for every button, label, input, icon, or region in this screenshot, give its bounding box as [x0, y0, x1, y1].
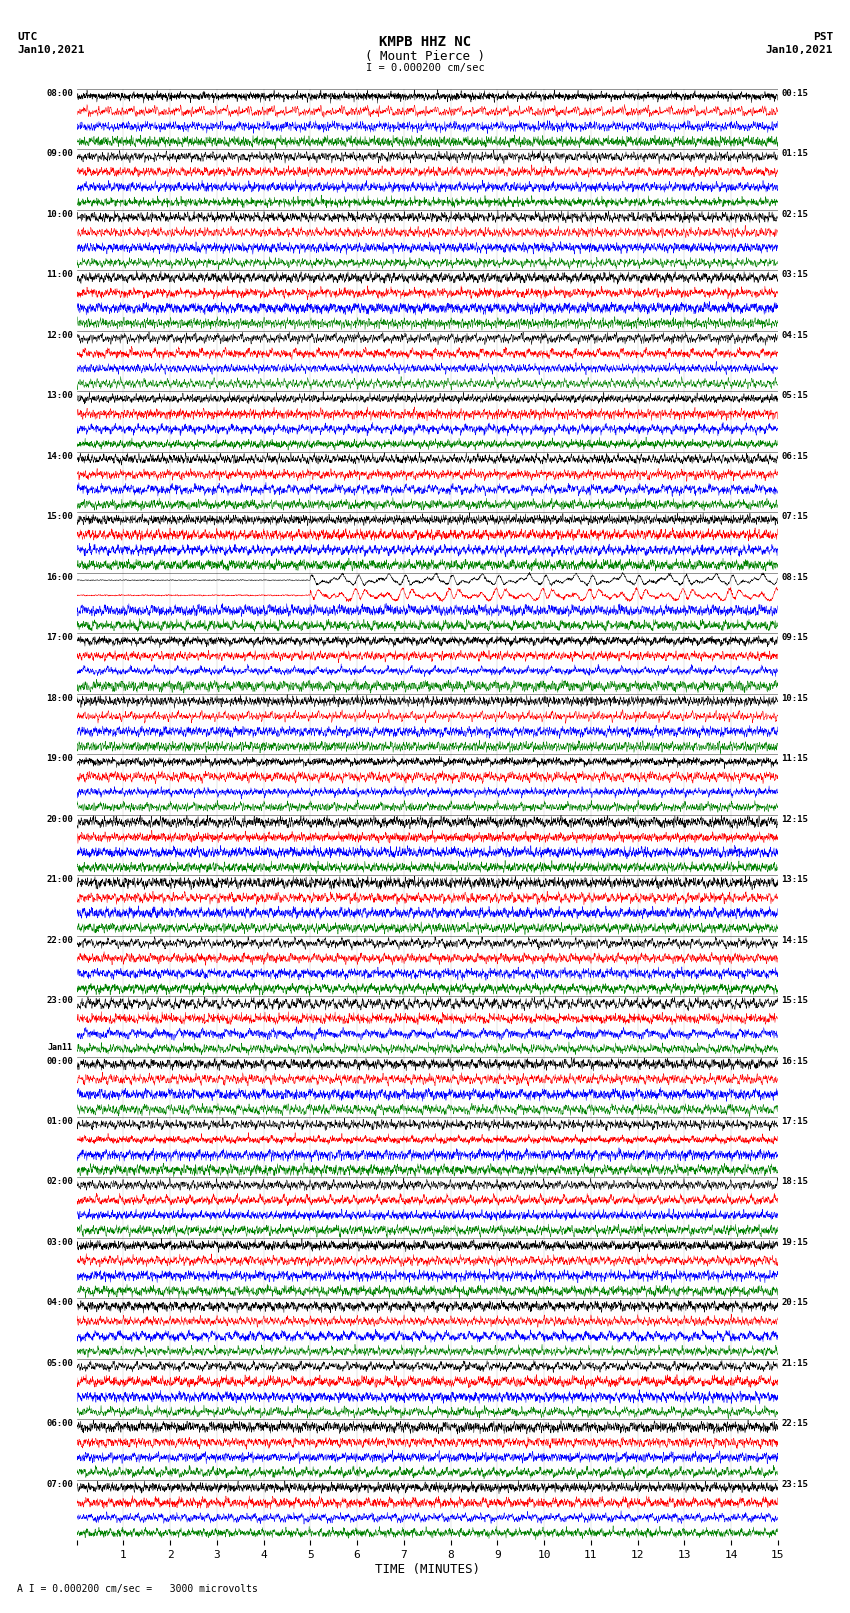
Text: ( Mount Pierce ): ( Mount Pierce ): [365, 50, 485, 63]
Text: 01:00: 01:00: [46, 1116, 73, 1126]
Text: 19:15: 19:15: [781, 1239, 808, 1247]
Text: 15:15: 15:15: [781, 997, 808, 1005]
Text: 22:15: 22:15: [781, 1419, 808, 1429]
Text: 07:00: 07:00: [46, 1481, 73, 1489]
Text: 12:00: 12:00: [46, 331, 73, 340]
X-axis label: TIME (MINUTES): TIME (MINUTES): [375, 1563, 479, 1576]
Text: 21:00: 21:00: [46, 874, 73, 884]
Text: 05:00: 05:00: [46, 1358, 73, 1368]
Text: 06:15: 06:15: [781, 452, 808, 461]
Text: Jan11: Jan11: [48, 1044, 73, 1052]
Text: 14:00: 14:00: [46, 452, 73, 461]
Text: 22:00: 22:00: [46, 936, 73, 945]
Text: PST: PST: [813, 32, 833, 42]
Text: 09:00: 09:00: [46, 150, 73, 158]
Text: 13:15: 13:15: [781, 874, 808, 884]
Text: 23:15: 23:15: [781, 1481, 808, 1489]
Text: 04:15: 04:15: [781, 331, 808, 340]
Text: Jan10,2021: Jan10,2021: [766, 45, 833, 55]
Text: 03:00: 03:00: [46, 1239, 73, 1247]
Text: 14:15: 14:15: [781, 936, 808, 945]
Text: 07:15: 07:15: [781, 513, 808, 521]
Text: KMPB HHZ NC: KMPB HHZ NC: [379, 35, 471, 50]
Text: 11:15: 11:15: [781, 755, 808, 763]
Text: 02:00: 02:00: [46, 1177, 73, 1187]
Text: 20:00: 20:00: [46, 815, 73, 824]
Text: 02:15: 02:15: [781, 210, 808, 219]
Text: 09:15: 09:15: [781, 634, 808, 642]
Text: 16:00: 16:00: [46, 573, 73, 582]
Text: 17:15: 17:15: [781, 1116, 808, 1126]
Text: 01:15: 01:15: [781, 150, 808, 158]
Text: A I = 0.000200 cm/sec =   3000 microvolts: A I = 0.000200 cm/sec = 3000 microvolts: [17, 1584, 258, 1594]
Text: 18:00: 18:00: [46, 694, 73, 703]
Text: 16:15: 16:15: [781, 1057, 808, 1066]
Text: 23:00: 23:00: [46, 997, 73, 1005]
Text: 04:00: 04:00: [46, 1298, 73, 1308]
Text: 08:15: 08:15: [781, 573, 808, 582]
Text: 05:15: 05:15: [781, 390, 808, 400]
Text: 00:15: 00:15: [781, 89, 808, 98]
Text: 10:15: 10:15: [781, 694, 808, 703]
Text: I = 0.000200 cm/sec: I = 0.000200 cm/sec: [366, 63, 484, 73]
Text: 13:00: 13:00: [46, 390, 73, 400]
Text: UTC: UTC: [17, 32, 37, 42]
Text: 12:15: 12:15: [781, 815, 808, 824]
Text: 19:00: 19:00: [46, 755, 73, 763]
Text: 00:00: 00:00: [46, 1057, 73, 1066]
Text: 08:00: 08:00: [46, 89, 73, 98]
Text: 17:00: 17:00: [46, 634, 73, 642]
Text: 15:00: 15:00: [46, 513, 73, 521]
Text: 10:00: 10:00: [46, 210, 73, 219]
Text: Jan10,2021: Jan10,2021: [17, 45, 84, 55]
Text: 03:15: 03:15: [781, 271, 808, 279]
Text: 18:15: 18:15: [781, 1177, 808, 1187]
Text: 20:15: 20:15: [781, 1298, 808, 1308]
Text: 06:00: 06:00: [46, 1419, 73, 1429]
Text: 11:00: 11:00: [46, 271, 73, 279]
Text: 21:15: 21:15: [781, 1358, 808, 1368]
